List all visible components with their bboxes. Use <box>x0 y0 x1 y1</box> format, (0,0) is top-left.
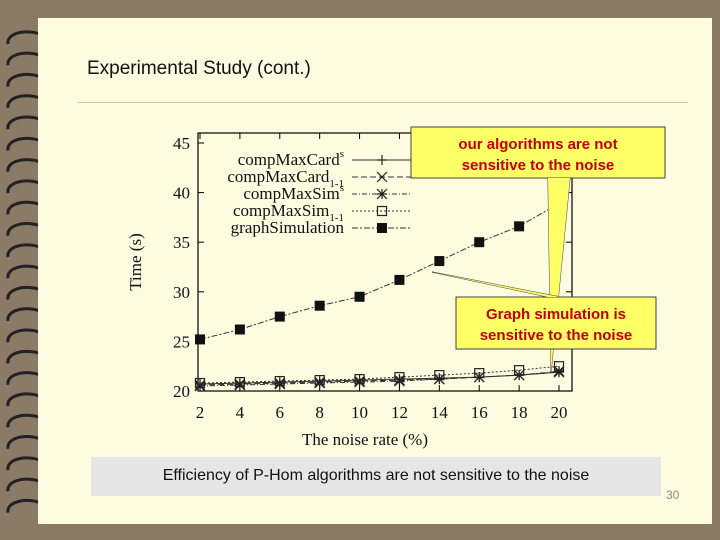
data-point <box>394 275 404 285</box>
callout-text: sensitive to the noise <box>480 327 633 344</box>
series-compmaxcard-s <box>195 367 564 389</box>
y-tick-label: 30 <box>173 283 190 302</box>
x-axis-label: The noise rate (%) <box>302 430 428 449</box>
callout-text: our algorithms are not <box>458 136 617 153</box>
data-point <box>355 292 365 302</box>
data-point <box>377 172 387 182</box>
callout-bottom: Graph simulation is sensitive to the nois… <box>432 272 656 349</box>
series-line <box>200 366 559 383</box>
x-tick-label: 18 <box>511 403 528 422</box>
y-tick-label: 25 <box>173 332 190 351</box>
y-tick-label: 45 <box>173 134 190 153</box>
callout-text: sensitive to the noise <box>462 157 615 174</box>
x-tick-label: 12 <box>391 403 408 422</box>
legend-label: compMaxSims <box>243 182 344 203</box>
chart-legend: compMaxCardscompMaxCard1-1compMaxSimscom… <box>227 148 412 237</box>
data-point <box>275 379 285 389</box>
chart-callouts: our algorithms are not sensitive to the n… <box>411 127 665 372</box>
x-tick-label: 20 <box>551 403 568 422</box>
x-tick-label: 8 <box>315 403 324 422</box>
callout-text: Graph simulation is <box>486 306 626 323</box>
y-tick-label: 40 <box>173 184 190 203</box>
data-point <box>315 301 325 311</box>
data-point <box>315 378 325 388</box>
legend-label: compMaxCards <box>238 148 344 169</box>
data-point <box>235 380 245 390</box>
data-point <box>377 155 387 165</box>
data-point <box>275 312 285 322</box>
data-point <box>377 223 387 233</box>
data-point <box>474 237 484 247</box>
x-tick-label: 4 <box>236 403 245 422</box>
data-point <box>195 381 205 391</box>
series-compmaxsim-s <box>195 366 564 391</box>
data-point <box>377 189 387 199</box>
legend-label: graphSimulation <box>231 218 345 237</box>
data-point <box>235 324 245 334</box>
data-point <box>514 221 524 231</box>
series-line <box>200 371 559 386</box>
y-tick-label: 20 <box>173 382 190 401</box>
data-point <box>195 334 205 344</box>
y-axis-label: Time (s) <box>126 233 145 290</box>
data-point <box>434 256 444 266</box>
x-tick-label: 6 <box>276 403 285 422</box>
x-tick-label: 14 <box>431 403 449 422</box>
y-tick-label: 35 <box>173 233 190 252</box>
x-tick-label: 10 <box>351 403 368 422</box>
chart-axes: 2 4 6 8 10 12 14 16 18 20 20 25 30 35 40 45 The noise ra… <box>126 133 572 449</box>
data-point <box>355 377 365 387</box>
x-tick-label: 16 <box>471 403 488 422</box>
x-tick-label: 2 <box>196 403 205 422</box>
series-line <box>200 372 559 384</box>
